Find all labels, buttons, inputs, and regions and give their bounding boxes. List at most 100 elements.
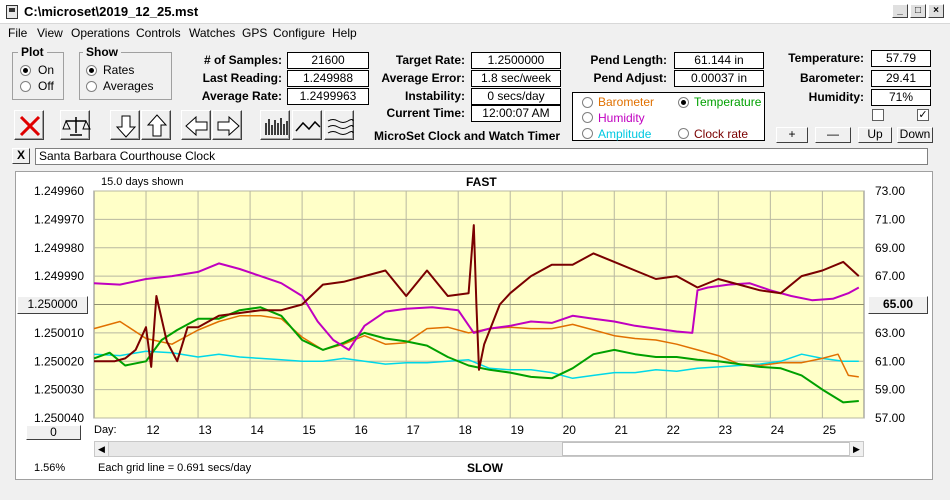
- days-shown-label: 15.0 days shown: [101, 176, 184, 188]
- offset-button[interactable]: 0: [26, 425, 81, 440]
- temperature-radio[interactable]: [678, 97, 689, 108]
- average-rate-label: Average Rate:: [201, 89, 282, 103]
- center-temp-button[interactable]: 65.00: [868, 296, 928, 314]
- x-tick-label: 21: [615, 423, 629, 437]
- move-up-button[interactable]: [141, 110, 171, 140]
- menu-watches[interactable]: Watches: [189, 26, 236, 40]
- x-tick-label: 19: [511, 423, 525, 437]
- bar-view-button[interactable]: [260, 110, 290, 140]
- scroll-thumb[interactable]: [562, 442, 850, 456]
- humidity-label: Humidity:: [808, 90, 864, 104]
- current-time-value: 12:00:07 AM: [471, 105, 561, 122]
- center-rate-button[interactable]: 1.250000: [17, 296, 88, 314]
- menu-view[interactable]: View: [37, 26, 63, 40]
- pend-adjust-label: Pend Adjust:: [593, 71, 667, 85]
- x-tick-label: 18: [459, 423, 473, 437]
- arrow-left-icon: [185, 115, 208, 137]
- humidity-radio[interactable]: [582, 112, 593, 123]
- show-rates-radio[interactable]: [86, 65, 97, 76]
- x-tick-label: 16: [354, 423, 368, 437]
- average-rate-value: 1.2499963: [287, 88, 369, 105]
- show-group: [79, 52, 172, 100]
- scroll-left-arrow[interactable]: ◀: [95, 442, 109, 456]
- x-tick-label: 22: [667, 423, 681, 437]
- scroll-right-button[interactable]: [212, 110, 242, 140]
- wave-icon: [295, 120, 321, 132]
- pend-length-value: 61.144 in: [674, 52, 764, 69]
- y-left-tick-label: 1.249980: [34, 241, 84, 255]
- amplitude-radio[interactable]: [582, 128, 593, 139]
- x-tick-label: 20: [563, 423, 577, 437]
- plot-on-radio[interactable]: [20, 65, 31, 76]
- close-button[interactable]: ×: [928, 4, 944, 18]
- y-left-tick-label: 1.249960: [34, 184, 84, 198]
- show-rates-label: Rates: [103, 63, 135, 77]
- clock-rate-option-label: Clock rate: [694, 127, 749, 141]
- humidity-option-label: Humidity: [598, 111, 645, 125]
- line-view-button[interactable]: [292, 110, 322, 140]
- percent-label: 1.56%: [34, 462, 66, 474]
- pend-adjust-value: 0.00037 in: [674, 70, 764, 87]
- target-rate-value[interactable]: 1.2500000: [471, 52, 561, 69]
- y-right-tick-label: 71.00: [875, 212, 905, 226]
- show-averages-label: Averages: [103, 79, 154, 93]
- menu-bar: File View Operations Controls Watches GP…: [0, 24, 950, 42]
- last-reading-label: Last Reading:: [202, 71, 282, 85]
- y-right-tick-label: 61.00: [875, 354, 905, 368]
- move-down-button[interactable]: [110, 110, 140, 140]
- y-right-tick-label: 57.00: [875, 411, 905, 425]
- app-icon: [6, 5, 18, 19]
- y-left-tick-label: 1.250040: [34, 411, 84, 425]
- plus-button[interactable]: +: [776, 127, 808, 143]
- menu-configure[interactable]: Configure: [273, 26, 326, 40]
- target-rate-label: Target Rate:: [395, 53, 465, 67]
- scroll-left-button[interactable]: [181, 110, 211, 140]
- temperature-option-label: Temperature: [694, 95, 762, 109]
- minimize-button[interactable]: _: [892, 4, 908, 18]
- option-checkbox-1[interactable]: [872, 109, 884, 121]
- maximize-button[interactable]: □: [910, 4, 926, 18]
- show-averages-radio[interactable]: [86, 81, 97, 92]
- temperature-value: 57.79: [871, 50, 931, 67]
- multi-line-view-button[interactable]: [324, 110, 354, 140]
- balance-button[interactable]: [60, 110, 91, 140]
- stop-button[interactable]: [14, 110, 44, 140]
- y-left-tick-label: 1.249970: [34, 212, 84, 226]
- option-checkbox-2[interactable]: ✓: [917, 109, 929, 121]
- menu-gps[interactable]: GPS: [242, 26, 268, 40]
- clock-name-field[interactable]: Santa Barbara Courthouse Clock: [35, 148, 928, 165]
- y-left-tick-label: 1.250010: [34, 326, 84, 340]
- x-tick-label: 23: [719, 423, 733, 437]
- up-button[interactable]: Up: [858, 127, 892, 143]
- x-tick-label: 17: [406, 423, 420, 437]
- scales-icon: [62, 117, 91, 136]
- plot-off-radio[interactable]: [20, 81, 31, 92]
- y-right-tick-label: 63.00: [875, 326, 905, 340]
- menu-help[interactable]: Help: [332, 26, 357, 40]
- average-error-label: Average Error:: [381, 71, 465, 85]
- clear-clock-name-button[interactable]: X: [12, 148, 30, 164]
- instability-value: 0 secs/day: [471, 88, 561, 105]
- x-tick-label: 15: [302, 423, 316, 437]
- menu-operations[interactable]: Operations: [71, 26, 130, 40]
- day-axis-label: Day:: [94, 424, 117, 436]
- series-line-amplitude: [93, 350, 859, 380]
- timeline-scrollbar[interactable]: ◀ ▶: [94, 441, 864, 457]
- barometer-label: Barometer:: [799, 71, 864, 85]
- average-error-value: 1.8 sec/week: [471, 70, 561, 87]
- menu-file[interactable]: File: [8, 26, 28, 40]
- x-tick-label: 24: [771, 423, 785, 437]
- minus-button[interactable]: —: [815, 127, 851, 143]
- menu-controls[interactable]: Controls: [136, 26, 181, 40]
- x-tick-label: 14: [250, 423, 264, 437]
- y-right-tick-label: 69.00: [875, 241, 905, 255]
- clock-rate-radio[interactable]: [678, 128, 689, 139]
- window-title: C:\microset\2019_12_25.mst: [24, 4, 199, 19]
- series-line-clock-rate: [94, 224, 860, 371]
- barometer-radio[interactable]: [582, 97, 593, 108]
- barometer-option-label: Barometer: [598, 95, 655, 109]
- scroll-right-arrow[interactable]: ▶: [849, 442, 863, 456]
- show-group-title: Show: [83, 45, 121, 59]
- y-right-tick-label: 73.00: [875, 184, 905, 198]
- down-button[interactable]: Down: [897, 127, 933, 143]
